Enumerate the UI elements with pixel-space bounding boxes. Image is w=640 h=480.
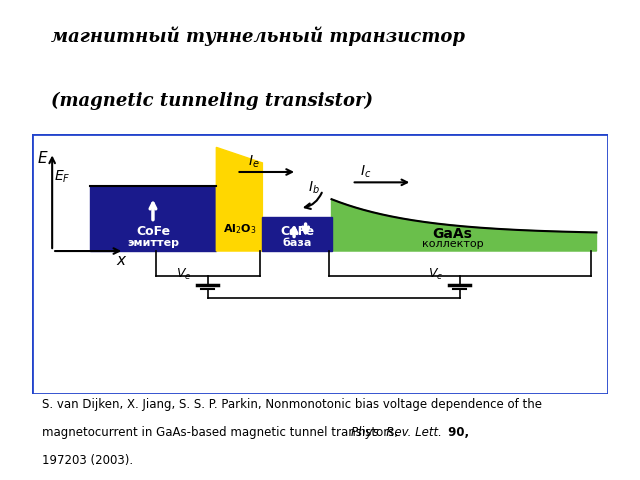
Text: CoFe: CoFe — [280, 225, 314, 238]
Text: $I_b$: $I_b$ — [308, 180, 320, 196]
Text: S. van Dijken, X. Jiang, S. S. P. Parkin, Nonmonotonic bias voltage dependence o: S. van Dijken, X. Jiang, S. S. P. Parkin… — [42, 398, 541, 411]
Text: магнитный туннельный транзистор: магнитный туннельный транзистор — [51, 27, 465, 47]
Text: база: база — [282, 238, 312, 248]
Text: (magnetic tunneling transistor): (magnetic tunneling transistor) — [51, 91, 373, 109]
Text: коллектор: коллектор — [422, 239, 483, 249]
Text: 197203 (2003).: 197203 (2003). — [42, 454, 132, 467]
Text: Phys. Rev. Lett.: Phys. Rev. Lett. — [351, 426, 442, 439]
Bar — [262, 217, 332, 251]
Text: $I_c$: $I_c$ — [360, 164, 372, 180]
Text: CoFe: CoFe — [136, 225, 170, 238]
Text: GaAs: GaAs — [433, 227, 472, 241]
Text: $E$: $E$ — [36, 150, 48, 166]
Polygon shape — [216, 147, 262, 251]
Text: $V_c$: $V_c$ — [428, 267, 444, 282]
Text: Al$_2$O$_3$: Al$_2$O$_3$ — [223, 222, 256, 236]
Text: $I_e$: $I_e$ — [248, 154, 260, 170]
Text: эмиттер: эмиттер — [127, 238, 179, 248]
Text: 90,: 90, — [444, 426, 468, 439]
Text: $E_F$: $E_F$ — [54, 168, 70, 185]
Text: $V_e$: $V_e$ — [176, 267, 191, 282]
Text: $x$: $x$ — [115, 252, 127, 268]
Bar — [90, 186, 216, 251]
Polygon shape — [332, 199, 596, 251]
Text: magnetocurrent in GaAs-based magnetic tunnel transistors,: magnetocurrent in GaAs-based magnetic tu… — [42, 426, 401, 439]
